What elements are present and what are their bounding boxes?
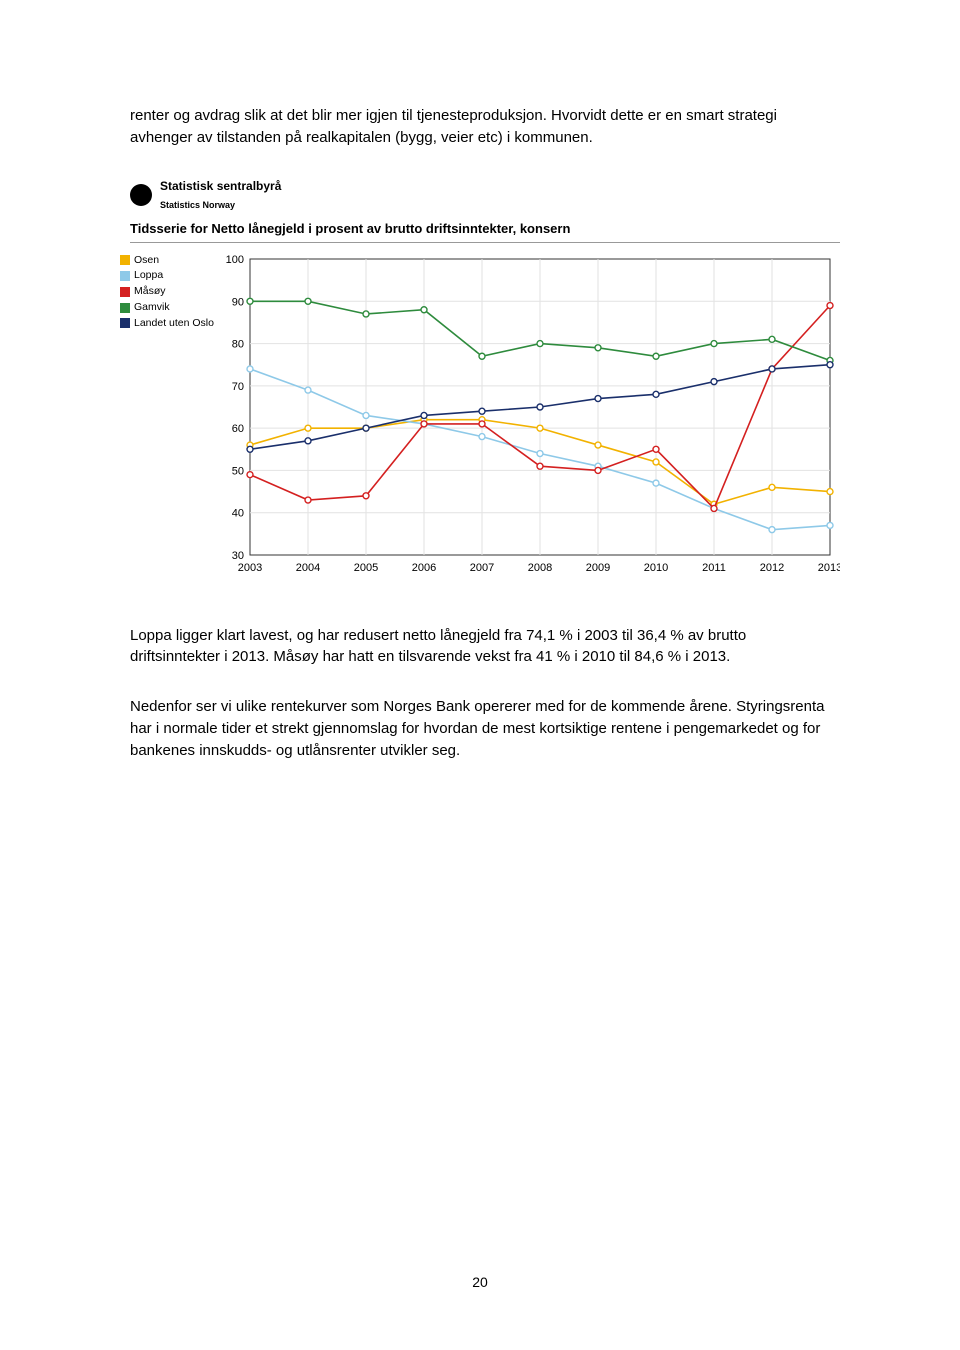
ssb-header: Statistisk sentralbyrå Statistics Norway xyxy=(130,177,840,213)
ssb-subtitle: Statistics Norway xyxy=(160,200,235,210)
ssb-logo-dot xyxy=(130,184,152,206)
svg-text:60: 60 xyxy=(232,423,244,435)
chart-legend: OsenLoppaMåsøyGamvikLandet uten Oslo xyxy=(120,253,214,332)
legend-label: Landet uten Oslo xyxy=(134,316,214,332)
svg-text:2011: 2011 xyxy=(702,562,726,574)
svg-text:50: 50 xyxy=(232,465,244,477)
page-number: 20 xyxy=(0,1274,960,1290)
svg-text:2012: 2012 xyxy=(760,562,784,574)
svg-text:2009: 2009 xyxy=(586,562,610,574)
legend-swatch xyxy=(120,255,130,265)
svg-text:2013: 2013 xyxy=(818,562,840,574)
paragraph-2: Loppa ligger klart lavest, og har reduse… xyxy=(130,625,840,669)
legend-item: Landet uten Oslo xyxy=(120,316,214,332)
intro-paragraph: renter og avdrag slik at det blir mer ig… xyxy=(130,105,840,149)
legend-item: Gamvik xyxy=(120,300,214,316)
svg-text:40: 40 xyxy=(232,507,244,519)
legend-swatch xyxy=(120,287,130,297)
legend-swatch xyxy=(120,318,130,328)
svg-text:2008: 2008 xyxy=(528,562,552,574)
svg-text:30: 30 xyxy=(232,550,244,562)
svg-text:2010: 2010 xyxy=(644,562,668,574)
legend-swatch xyxy=(120,303,130,313)
svg-text:100: 100 xyxy=(226,254,244,266)
legend-label: Osen xyxy=(134,253,159,269)
chart-title: Tidsserie for Netto lånegjeld i prosent … xyxy=(130,217,840,243)
svg-text:2004: 2004 xyxy=(296,562,320,574)
ssb-name: Statistisk sentralbyrå xyxy=(160,179,281,193)
legend-item: Osen xyxy=(120,253,214,269)
legend-item: Loppa xyxy=(120,268,214,284)
svg-text:2003: 2003 xyxy=(238,562,262,574)
svg-text:90: 90 xyxy=(232,296,244,308)
chart-container: OsenLoppaMåsøyGamvikLandet uten Oslo 30 4… xyxy=(130,249,840,579)
line-chart: 30 40 50 60 70 80 90 100 2003 2004 2005 2006 2007 200… xyxy=(130,249,840,579)
ssb-text-block: Statistisk sentralbyrå Statistics Norway xyxy=(160,177,281,213)
svg-text:2007: 2007 xyxy=(470,562,494,574)
svg-text:2006: 2006 xyxy=(412,562,436,574)
svg-text:70: 70 xyxy=(232,380,244,392)
legend-swatch xyxy=(120,271,130,281)
svg-text:80: 80 xyxy=(232,338,244,350)
paragraph-3: Nedenfor ser vi ulike rentekurver som No… xyxy=(130,696,840,761)
legend-item: Måsøy xyxy=(120,284,214,300)
legend-label: Loppa xyxy=(134,268,163,284)
svg-text:2005: 2005 xyxy=(354,562,378,574)
legend-label: Gamvik xyxy=(134,300,170,316)
legend-label: Måsøy xyxy=(134,284,166,300)
